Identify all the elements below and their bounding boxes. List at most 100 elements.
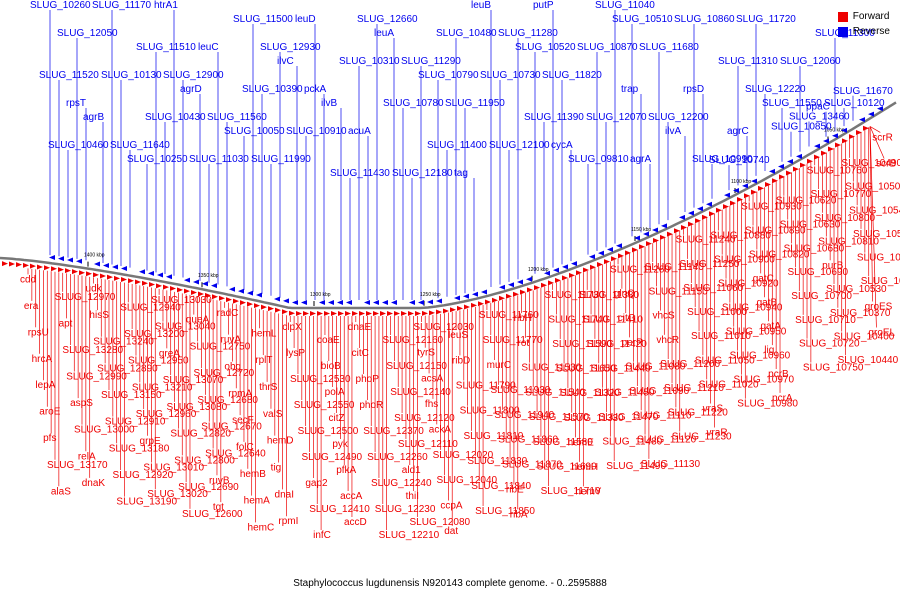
forward-gene-label: murC — [487, 360, 511, 371]
forward-gene-label: ruvB — [209, 475, 230, 486]
reverse-gene-label: SLUG_10790 — [418, 70, 479, 81]
forward-gene-label: SLUG_13000 — [74, 425, 135, 436]
reverse-gene-arrow — [121, 266, 127, 272]
reverse-gene-arrow — [868, 111, 874, 117]
reverse-gene-label: cycA — [551, 140, 573, 151]
forward-gene-arrow — [163, 284, 169, 290]
forward-gene-label: rpmA — [228, 388, 252, 399]
forward-gene-label: hemA — [244, 496, 270, 507]
reverse-gene-arrow — [184, 277, 190, 283]
reverse-gene-arrow — [661, 223, 667, 229]
reverse-gene-label: agrD — [180, 84, 202, 95]
reverse-gene-label: SLUG_11310 — [718, 56, 778, 67]
forward-gene-label: hemH — [571, 462, 598, 473]
forward-gene-arrow — [632, 247, 638, 253]
forward-gene-arrow — [772, 178, 778, 184]
forward-gene-label: SLUG_11440 — [591, 363, 651, 374]
reverse-gene-label: SLUG_10870 — [577, 42, 638, 53]
reverse-gene-label: SLUG_12930 — [260, 42, 321, 53]
forward-gene-label: SLUG_11220 — [668, 407, 728, 418]
reverse-gene-arrow — [247, 290, 253, 296]
forward-gene-label: vhcR — [656, 335, 679, 346]
reverse-gene-label: SLUG_11550 — [762, 98, 822, 109]
forward-gene-arrow — [142, 280, 148, 286]
forward-gene-arrow — [443, 308, 449, 314]
tick-label: 1400 kbp — [84, 253, 105, 259]
forward-gene-label: gap2 — [305, 478, 328, 489]
reverse-gene-label: SLUG_10310 — [339, 56, 400, 67]
forward-gene-label: SLUG_11580 — [533, 437, 593, 448]
reverse-gene-label: SLUG_10780 — [383, 98, 444, 109]
forward-gene-arrow — [233, 298, 239, 304]
forward-gene-arrow — [198, 291, 204, 297]
forward-gene-label: vraR — [706, 428, 727, 439]
reverse-gene-label: SLUG_11950 — [445, 98, 505, 109]
forward-gene-arrow — [429, 310, 435, 316]
forward-gene-label: rpsU — [28, 327, 49, 338]
forward-gene-label: SLUG_12950 — [128, 356, 189, 367]
forward-gene-arrow — [44, 265, 50, 271]
forward-gene-label: SLUG_12490 — [302, 452, 363, 463]
forward-gene-label: SLUG_11690 — [537, 461, 597, 472]
reverse-gene-label: SLUG_12220 — [745, 84, 806, 95]
reverse-gene-label: SLUG_10120 — [824, 98, 885, 109]
reverse-gene-label: tag — [454, 168, 468, 179]
forward-gene-label: SLUG_11120 — [637, 435, 697, 446]
forward-gene-label: SLUG_11710 — [541, 486, 601, 497]
reverse-gene-label: SLUG_10740 — [709, 155, 770, 166]
reverse-gene-arrow — [103, 263, 109, 269]
reverse-gene-label: SLUG_11400 — [427, 140, 487, 151]
reverse-gene-arrow — [472, 291, 478, 297]
forward-gene-arrow — [380, 311, 386, 316]
reverse-gene-label: ilvB — [321, 98, 337, 109]
forward-gene-label: phoP — [356, 374, 380, 385]
forward-gene-label: SLUG_11200 — [660, 359, 720, 370]
forward-gene-label: SLUG_13170 — [47, 460, 108, 471]
forward-gene-label: SLUG_11850 — [475, 506, 535, 517]
forward-gene-arrow — [821, 150, 827, 156]
forward-gene-arrow — [226, 297, 232, 303]
forward-gene-label: SLUG_12970 — [55, 292, 116, 303]
forward-gene-label: SLUG_10970 — [733, 375, 794, 386]
forward-gene-label: SLUG_10800 — [814, 213, 875, 224]
reverse-gene-arrow — [733, 188, 739, 194]
reverse-gene-label: SLUG_12070 — [586, 112, 647, 123]
reverse-gene-arrow — [166, 274, 172, 280]
forward-gene-label: vhcS — [652, 311, 675, 322]
forward-gene-arrow — [751, 189, 757, 195]
forward-gene-label: SLUG_11420 — [587, 339, 647, 350]
reverse-gene-arrow — [409, 300, 415, 305]
legend-item-forward: Forward — [837, 9, 890, 24]
forward-gene-label: relA — [78, 451, 96, 462]
forward-gene-label: tig — [271, 462, 282, 473]
reverse-gene-label: SLUG_11290 — [401, 56, 461, 67]
forward-gene-label: SLUG_12800 — [174, 455, 235, 466]
forward-gene-arrow — [534, 285, 540, 291]
forward-gene-label: alaS — [51, 486, 71, 497]
forward-gene-label: SLUG_10440 — [838, 355, 899, 366]
forward-gene-label: SLUG_12990 — [66, 372, 127, 383]
forward-gene-label: valS — [263, 409, 283, 420]
forward-gene-label: acsA — [421, 373, 444, 384]
forward-gene-arrow — [128, 278, 134, 284]
reverse-gene-label: leuC — [198, 42, 219, 53]
forward-gene-label: SLUG_13210 — [132, 382, 193, 393]
tick-label: 1250 kbp — [420, 292, 441, 298]
forward-gene-arrow — [618, 253, 624, 259]
forward-gene-arrow — [240, 300, 246, 306]
forward-gene-label: dnaI — [275, 489, 294, 500]
forward-gene-label: SLUG_11090 — [629, 386, 689, 397]
forward-gene-label: SLUG_10560 — [857, 253, 900, 264]
forward-gene-label: era — [24, 301, 39, 312]
forward-gene-label: SLUG_11110 — [633, 410, 692, 421]
reverse-gene-arrow — [562, 264, 568, 270]
forward-gene-label: ald1 — [402, 465, 421, 476]
forward-gene-arrow — [205, 292, 211, 298]
forward-gene-label: SLUG_10930 — [741, 202, 802, 213]
forward-gene-label: SLUG_13200 — [124, 329, 185, 340]
forward-gene-arrow — [709, 211, 715, 217]
forward-gene-arrow — [394, 311, 400, 316]
forward-gene-label: SLUG_12750 — [190, 341, 251, 352]
forward-gene-label: accA — [340, 491, 363, 502]
